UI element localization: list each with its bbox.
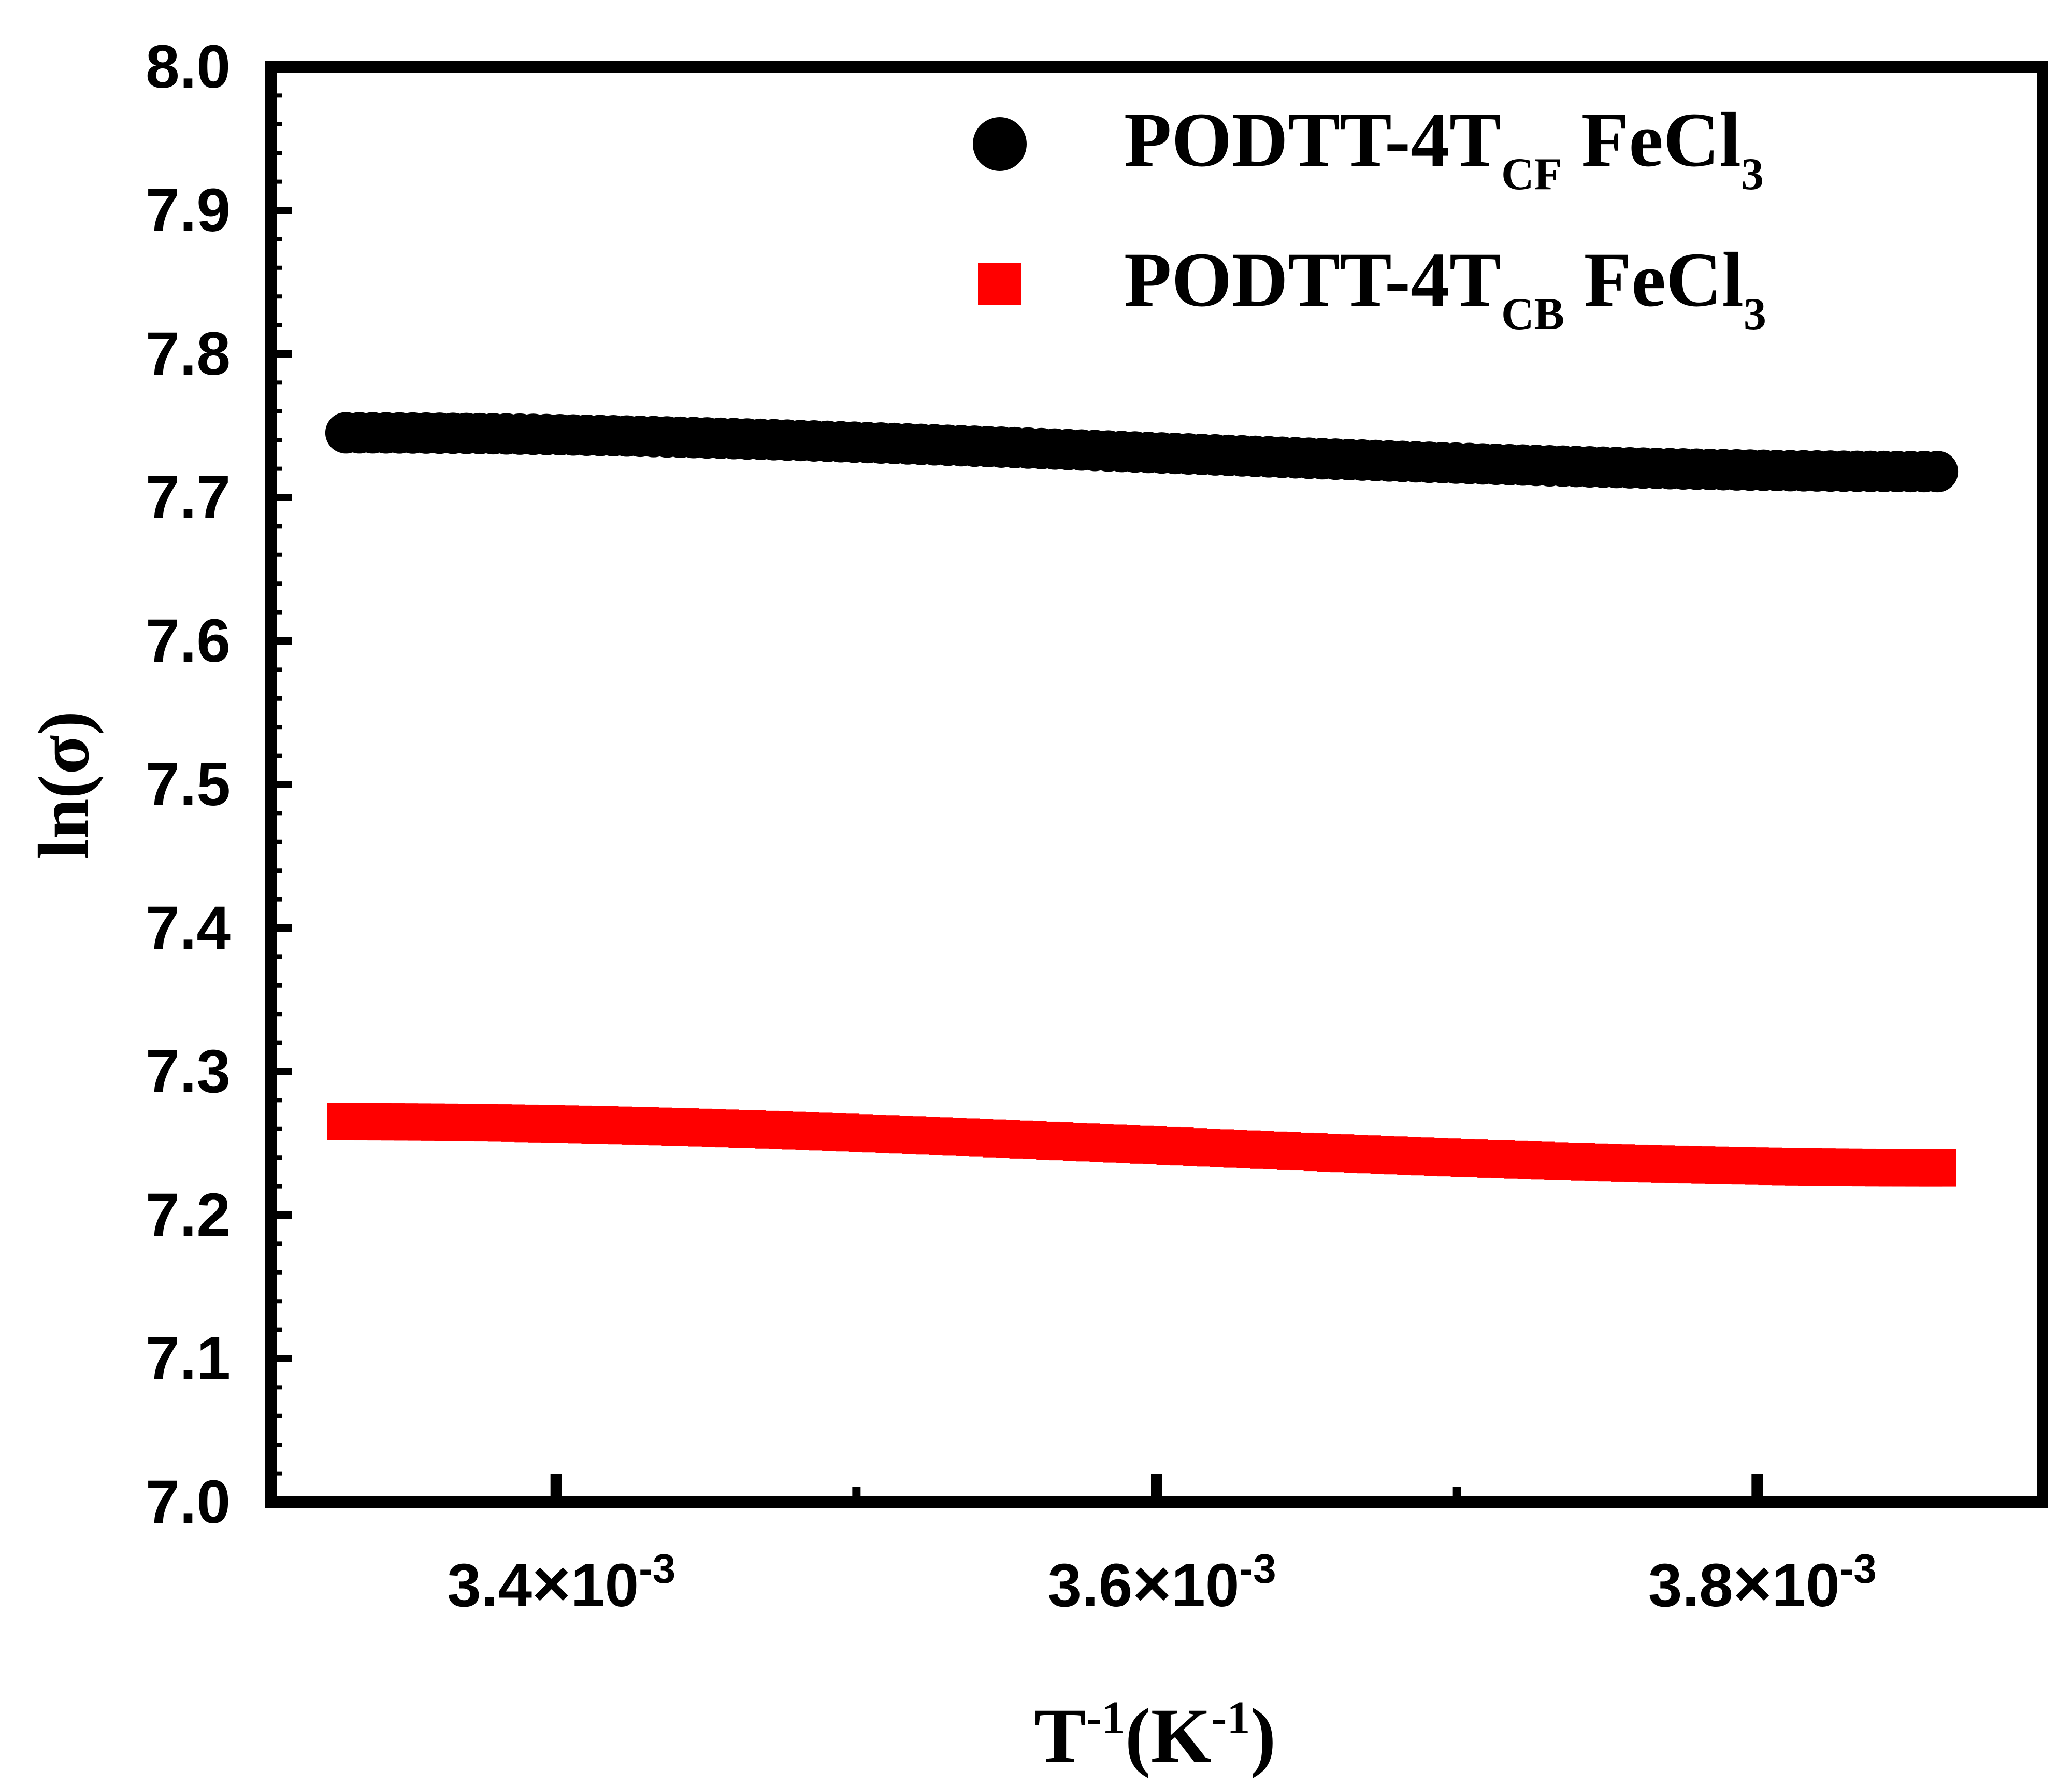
y-tick-label: 7.9	[146, 176, 231, 245]
x-tick-label: 3.8×10-3	[1648, 1546, 1877, 1621]
legend-text-sub2: 3	[1741, 149, 1764, 199]
x-axis-label-base: T	[1034, 1693, 1086, 1779]
y-tick-label: 7.3	[146, 1037, 231, 1106]
y-tick-label: 7.1	[146, 1324, 231, 1393]
legend-marker-cb	[978, 263, 1021, 305]
series-cf	[325, 412, 1959, 493]
x-axis-label-sup2: -1	[1211, 1692, 1250, 1744]
y-tick-label: 7.4	[146, 894, 231, 962]
x-tick-label-mantissa: 3.4	[447, 1551, 532, 1620]
series-cb	[327, 1103, 1956, 1187]
y-tick-label: 7.6	[146, 607, 231, 675]
legend-marker-cf	[973, 117, 1027, 171]
x-axis-label-unit: (K	[1125, 1693, 1212, 1779]
x-tick-label-mantissa: 3.8	[1648, 1551, 1733, 1620]
y-axis-tick-labels: 7.0 7.1 7.2 7.3 7.4 7.5 7.6 7.7 7.8 7.9 8.0	[146, 33, 231, 1536]
x-axis-tick-labels: 3.4×10-3 3.6×10-3 3.8×10-3	[447, 1546, 1877, 1621]
legend-label-cb: PODTT-4TCB FeCl3	[1124, 237, 1766, 339]
x-tick-label-exp: -3	[1239, 1546, 1276, 1592]
legend-text-tail: FeCl	[1564, 237, 1744, 323]
legend-text-sub: CB	[1501, 289, 1564, 339]
x-tick-label-times: ×	[1132, 1547, 1171, 1621]
x-tick-label: 3.4×10-3	[447, 1546, 675, 1621]
data-point	[1919, 1149, 1956, 1187]
x-tick-label-times: ×	[532, 1547, 571, 1621]
legend-text-tail: FeCl	[1562, 97, 1741, 183]
x-tick-label-mantissa: 3.6	[1047, 1551, 1132, 1620]
y-tick-label: 7.2	[146, 1181, 231, 1249]
x-axis-ticks	[550, 1474, 1763, 1502]
x-tick-label-exp: -3	[1840, 1546, 1877, 1592]
legend-label-cf: PODTT-4TCF FeCl3	[1124, 97, 1764, 199]
x-tick-label-times: ×	[1733, 1547, 1772, 1621]
y-tick-label: 7.8	[146, 320, 231, 388]
y-axis-label: ln(σ)	[24, 711, 104, 859]
legend-text-sub2: 3	[1744, 289, 1766, 339]
legend-text-main: PODTT-4T	[1124, 97, 1501, 183]
y-tick-label: 8.0	[146, 33, 231, 101]
y-tick-label: 7.7	[146, 463, 231, 532]
x-axis-label: T-1(K-1)	[1034, 1692, 1276, 1779]
legend-text-sub: CF	[1501, 149, 1562, 199]
legend-text-main: PODTT-4T	[1124, 237, 1501, 323]
x-tick-label: 3.6×10-3	[1047, 1546, 1276, 1621]
x-axis-label-close: )	[1250, 1693, 1276, 1779]
x-tick-label-exp: -3	[639, 1546, 675, 1592]
x-tick-label-base: 10	[571, 1551, 639, 1620]
x-tick-label-base: 10	[1171, 1551, 1239, 1620]
series-layer	[325, 412, 1959, 1187]
y-tick-label: 7.0	[146, 1468, 231, 1536]
y-axis-ticks	[271, 63, 292, 1506]
y-tick-label: 7.5	[146, 750, 231, 819]
x-tick-label-base: 10	[1772, 1551, 1840, 1620]
x-axis-label-sup1: -1	[1086, 1692, 1125, 1744]
data-point	[1917, 451, 1959, 493]
